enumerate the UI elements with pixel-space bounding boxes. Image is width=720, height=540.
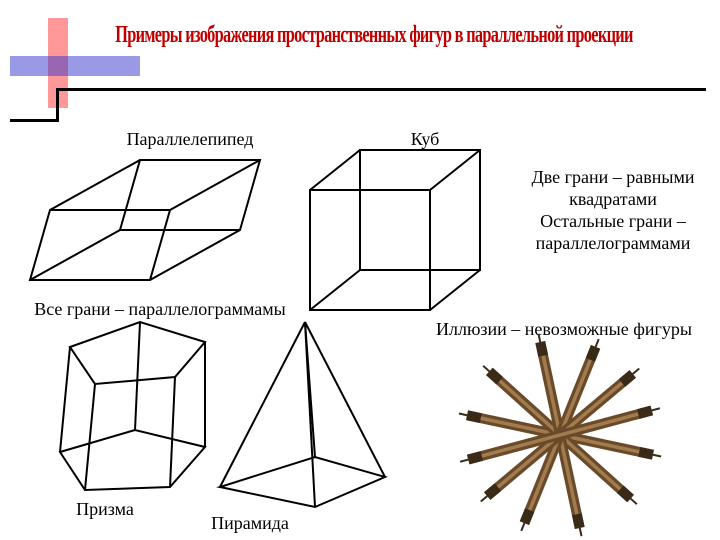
shape-prism [40, 322, 220, 492]
slide: { "title": { "text": "Примеры изображени… [0, 0, 720, 540]
illustration-pencils [430, 345, 690, 525]
label-illusions: Иллюзии – невозможные фигуры [412, 318, 716, 340]
slide-title: Примеры изображения пространственных фиг… [115, 22, 605, 49]
label-parallelepiped: Параллелепипед [100, 128, 280, 150]
rule-left-h [10, 119, 59, 122]
shape-pyramid [220, 322, 390, 507]
label-all-faces: Все грани – параллелограммамы [10, 298, 310, 320]
label-cube: Куб [395, 128, 455, 150]
decor-blue-bar [10, 56, 140, 76]
shape-parallelepiped [30, 150, 260, 290]
label-cube-note: Две грани – равными квадратамиОстальные … [508, 166, 718, 254]
label-pyramid: Пирамида [195, 512, 305, 534]
rule-top [56, 88, 706, 91]
label-prism: Призма [60, 498, 150, 520]
shape-cube [310, 150, 490, 310]
rule-left-v [56, 88, 59, 122]
